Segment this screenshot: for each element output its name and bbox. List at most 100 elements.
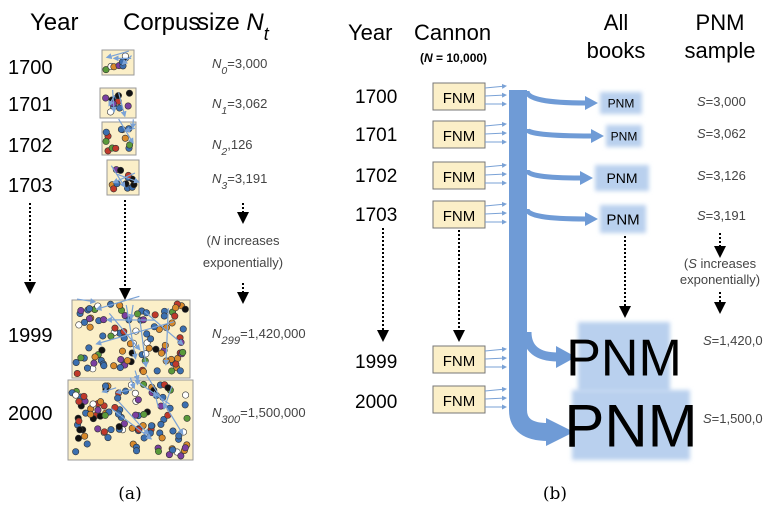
book-dot [169, 446, 177, 454]
book-dot [100, 362, 108, 370]
header: books [587, 38, 646, 63]
link [484, 130, 507, 136]
book-dot [99, 332, 107, 340]
s-label-part: S [697, 208, 706, 223]
s-label-part: =1,420,000 [712, 333, 763, 348]
link [118, 401, 150, 436]
link [162, 385, 173, 411]
branch [524, 168, 582, 181]
size-label-part: N [212, 96, 222, 111]
size-label-part: =1,420,000 [240, 326, 305, 341]
fnm-label: FNM [443, 208, 476, 225]
s-label-part: =3,191 [706, 208, 746, 223]
book-dot [72, 391, 80, 399]
size-label-part: =3,062 [227, 96, 267, 111]
pnm-glow [600, 92, 642, 114]
book-dot [181, 305, 189, 313]
size-label-part: ,126 [227, 137, 252, 152]
pnm-label: PNM [564, 393, 697, 460]
year: 1700 [8, 57, 53, 79]
book-dot [116, 364, 124, 372]
fnm-box [432, 200, 486, 229]
pnm-glow [572, 390, 690, 460]
branch [524, 127, 593, 139]
note-part: increases [220, 233, 280, 248]
book-dot [126, 340, 134, 348]
book-dot [143, 330, 151, 338]
s-label-part: S [697, 168, 706, 183]
pnm-glow [606, 125, 642, 147]
book-dot [85, 344, 93, 352]
size-label: N299=1,420,000 [212, 326, 306, 347]
link [128, 304, 135, 321]
size-label: N0=3,000 [212, 56, 267, 77]
book-dot [183, 414, 191, 422]
link [130, 119, 136, 130]
book-dot [112, 144, 120, 152]
year: 1702 [355, 166, 397, 187]
book-dot [107, 426, 115, 434]
book-dot [179, 348, 187, 356]
book-dot [160, 312, 168, 320]
book-dot [102, 94, 110, 102]
link [125, 304, 138, 360]
pnm-label: PNM [566, 330, 682, 388]
book-dot [83, 364, 91, 372]
note: (N increases [207, 233, 280, 248]
note-part: ( [684, 256, 689, 271]
book-dot [72, 359, 80, 367]
book-dot [176, 367, 184, 375]
year: 2000 [355, 392, 397, 413]
size-label: N2,126 [212, 137, 253, 158]
link [105, 50, 129, 60]
book-dot [179, 325, 187, 333]
book-dot [157, 402, 165, 410]
fnm-box [432, 120, 486, 149]
note-part: increases [697, 256, 757, 271]
branch-head [556, 346, 576, 368]
year: 1999 [8, 325, 53, 347]
book-dot [126, 141, 134, 149]
size-label-part: N [212, 326, 222, 341]
link [484, 346, 507, 352]
book-dot [80, 318, 88, 326]
fnm-box [432, 82, 486, 111]
book-dot [117, 166, 125, 174]
book-dot [152, 345, 160, 353]
trunk [509, 90, 549, 441]
link [134, 379, 170, 405]
header: Cannon [414, 20, 491, 45]
header-note-part: = 10,000) [433, 51, 487, 65]
link [484, 355, 507, 361]
book-dot [81, 432, 89, 440]
header-part: size [197, 9, 246, 36]
note-part: N [211, 233, 221, 248]
year: 1703 [355, 205, 397, 226]
pnm-label: PNM [606, 211, 639, 228]
book-dot [110, 362, 118, 370]
link [163, 308, 170, 366]
s-label-part: =3,000 [706, 94, 746, 109]
book-dot [145, 344, 153, 352]
size-label-part: 2 [220, 146, 227, 158]
book-dot [146, 429, 154, 437]
link [129, 377, 136, 390]
book-dot [100, 428, 108, 436]
book-dot [117, 355, 125, 363]
book-dot [98, 346, 106, 354]
header-part: t [264, 24, 270, 44]
link [95, 295, 140, 311]
book-dot [104, 434, 112, 442]
book-dot [177, 452, 185, 460]
link [121, 55, 132, 66]
book-dot [161, 341, 169, 349]
fnm-label: FNM [443, 353, 476, 370]
branch-head [580, 171, 593, 185]
size-label: N300=1,500,000 [212, 405, 306, 426]
book-dot [90, 359, 98, 367]
header-part: N [246, 9, 264, 36]
link [484, 162, 507, 168]
book-dot [124, 102, 132, 110]
